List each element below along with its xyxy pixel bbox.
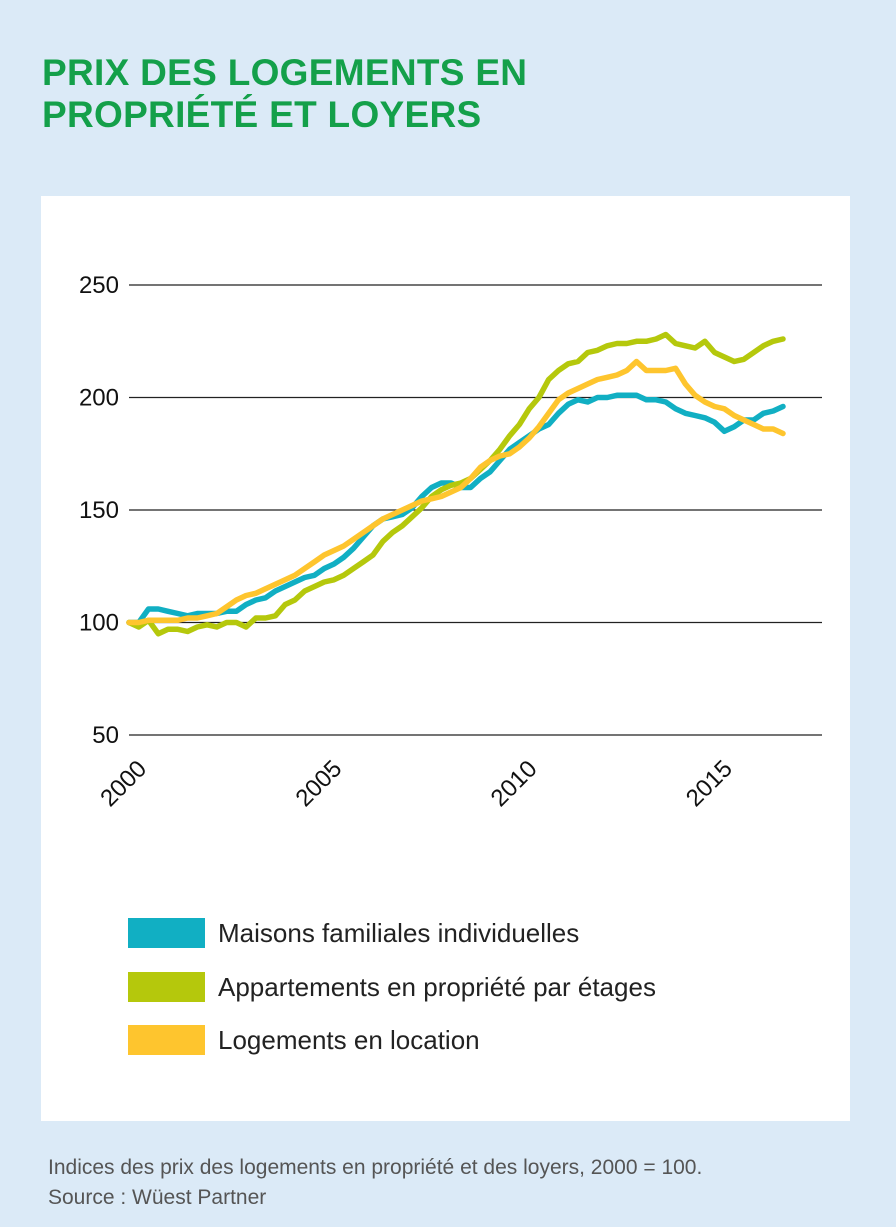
legend-label-location: Logements en location — [218, 1025, 480, 1055]
legend-swatch-location — [128, 1025, 205, 1055]
footnote-description: Indices des prix des logements en propri… — [48, 1156, 703, 1179]
legend-item-appartements: Appartements en propriété par étages — [128, 972, 748, 1006]
x-tick-label: 2005 — [290, 755, 347, 812]
chart-panel: 50 100 150 200 250 2000 2005 2010 2015 Maisons … — [41, 196, 850, 1121]
y-tick-label: 250 — [79, 272, 119, 299]
series-lines — [126, 331, 786, 637]
y-tick-label: 150 — [79, 497, 119, 524]
footnote-source: Source : Wüest Partner — [48, 1186, 267, 1209]
legend-item-location: Logements en location — [128, 1025, 748, 1059]
y-axis-ticks: 50 100 150 200 250 — [79, 272, 119, 749]
x-tick-label: 2000 — [95, 755, 152, 812]
series-line-0 — [126, 392, 786, 626]
series-line-1 — [126, 331, 786, 637]
series-line-2 — [126, 358, 786, 626]
footnote: Indices des prix des logements en propri… — [48, 1153, 702, 1213]
y-tick-label: 200 — [79, 385, 119, 412]
line-chart: 50 100 150 200 250 2000 2005 2010 2015 — [79, 272, 822, 812]
legend-label-maisons: Maisons familiales individuelles — [218, 918, 580, 948]
x-tick-label: 2015 — [681, 755, 738, 812]
y-tick-label: 100 — [79, 610, 119, 637]
chart-title-line-2: PROPRIÉTÉ ET LOYERS — [42, 94, 482, 135]
chart-title-line-1: PRIX DES LOGEMENTS EN — [42, 52, 528, 93]
gridlines — [129, 284, 822, 736]
x-tick-label: 2010 — [486, 755, 543, 812]
y-tick-label: 50 — [92, 722, 119, 749]
chart-title: PRIX DES LOGEMENTS EN PROPRIÉTÉ ET LOYER… — [42, 52, 742, 136]
legend-swatch-appartements — [128, 972, 205, 1002]
x-axis-ticks: 2000 2005 2010 2015 — [95, 755, 737, 812]
legend-label-appartements: Appartements en propriété par étages — [218, 972, 656, 1002]
legend-swatch-maisons — [128, 918, 205, 948]
legend-item-maisons: Maisons familiales individuelles — [128, 918, 748, 952]
